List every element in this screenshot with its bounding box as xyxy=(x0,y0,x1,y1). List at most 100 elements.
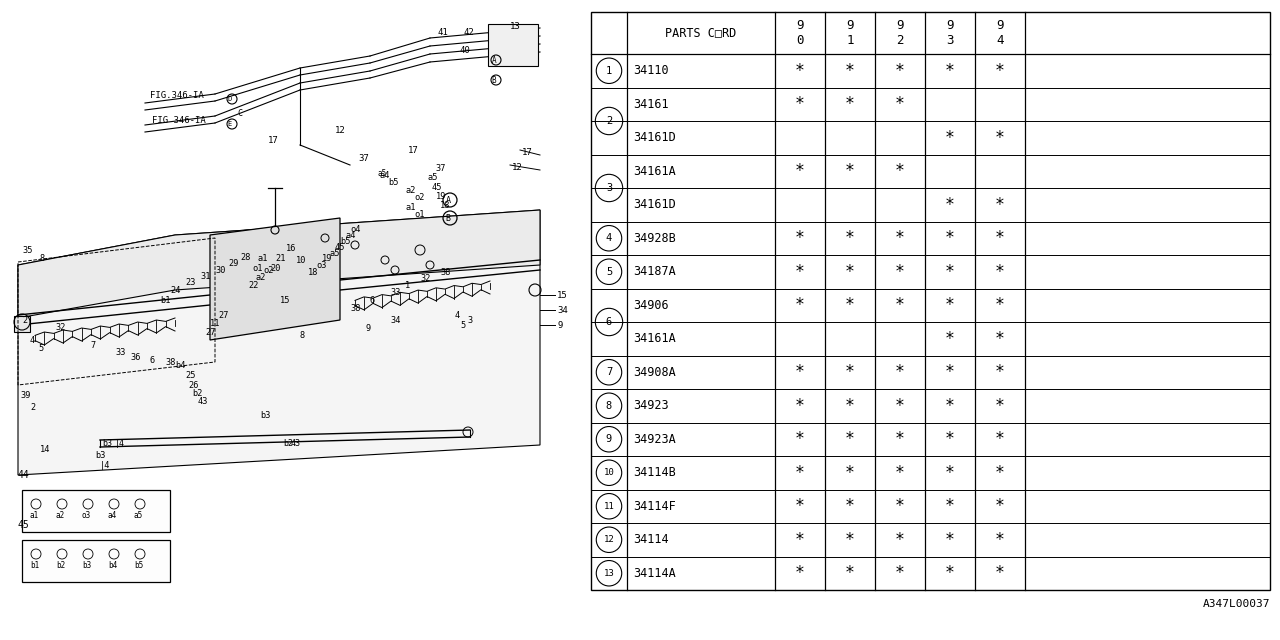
Bar xyxy=(591,12,1270,590)
Text: 28: 28 xyxy=(241,253,251,262)
Text: b5: b5 xyxy=(388,177,398,186)
Text: 34923A: 34923A xyxy=(634,433,676,445)
Text: *: * xyxy=(895,163,905,180)
Text: *: * xyxy=(845,430,855,448)
Text: |4: |4 xyxy=(100,461,110,470)
Text: 38: 38 xyxy=(440,268,451,276)
Text: 1: 1 xyxy=(605,66,612,76)
Text: 22: 22 xyxy=(248,280,259,289)
Text: a5: a5 xyxy=(330,248,340,257)
Text: *: * xyxy=(845,564,855,582)
Text: *: * xyxy=(895,497,905,515)
Text: 16: 16 xyxy=(285,243,297,253)
Text: 43: 43 xyxy=(291,438,301,447)
Text: b2: b2 xyxy=(192,390,202,399)
Text: A347L00037: A347L00037 xyxy=(1202,599,1270,609)
Text: D: D xyxy=(228,96,232,102)
Text: b3: b3 xyxy=(82,561,91,570)
Text: a5: a5 xyxy=(134,511,143,520)
Text: *: * xyxy=(895,95,905,113)
Text: *: * xyxy=(945,129,955,147)
Text: *: * xyxy=(995,531,1005,548)
Text: *: * xyxy=(895,464,905,482)
Text: 14: 14 xyxy=(40,445,50,454)
Text: 34114B: 34114B xyxy=(634,467,676,479)
Text: *: * xyxy=(795,263,805,281)
Text: 13: 13 xyxy=(604,569,614,578)
Text: 19: 19 xyxy=(323,253,333,262)
Text: b3: b3 xyxy=(260,410,270,419)
Text: *: * xyxy=(945,61,955,80)
Text: *: * xyxy=(795,95,805,113)
Text: *: * xyxy=(995,263,1005,281)
Text: FIG 346-IA: FIG 346-IA xyxy=(152,115,206,125)
Text: *: * xyxy=(945,497,955,515)
Text: 24: 24 xyxy=(170,285,180,294)
Text: 12: 12 xyxy=(335,125,346,134)
Text: 8: 8 xyxy=(40,253,45,262)
Text: 9
4: 9 4 xyxy=(996,19,1004,47)
Text: 39: 39 xyxy=(20,390,31,399)
Text: *: * xyxy=(995,564,1005,582)
Text: *: * xyxy=(945,330,955,348)
Bar xyxy=(22,540,170,582)
Text: 34161: 34161 xyxy=(634,98,668,111)
Text: 4: 4 xyxy=(454,310,461,319)
Text: a4: a4 xyxy=(346,230,356,239)
Text: 12: 12 xyxy=(512,163,522,172)
Text: o3: o3 xyxy=(82,511,91,520)
Text: 34: 34 xyxy=(390,316,401,324)
Text: a2: a2 xyxy=(56,511,65,520)
Text: o3: o3 xyxy=(316,260,326,269)
Text: *: * xyxy=(945,196,955,214)
Text: 34: 34 xyxy=(557,305,568,314)
Text: 8: 8 xyxy=(300,330,305,339)
Text: 45: 45 xyxy=(18,520,29,530)
Text: 11: 11 xyxy=(604,502,614,511)
Text: 9
1: 9 1 xyxy=(846,19,854,47)
Text: 11: 11 xyxy=(210,319,220,328)
Text: *: * xyxy=(995,61,1005,80)
Text: *: * xyxy=(945,397,955,415)
Text: B: B xyxy=(492,76,497,84)
Text: *: * xyxy=(995,296,1005,314)
Text: 34928B: 34928B xyxy=(634,232,676,244)
Text: 5: 5 xyxy=(460,321,465,330)
Text: 17: 17 xyxy=(408,145,419,154)
Text: a5: a5 xyxy=(378,168,388,177)
Text: *: * xyxy=(845,531,855,548)
Text: o1: o1 xyxy=(413,209,425,218)
Text: 25: 25 xyxy=(186,371,196,380)
Text: *: * xyxy=(995,397,1005,415)
Polygon shape xyxy=(210,218,340,340)
Text: 4: 4 xyxy=(29,335,36,344)
Text: *: * xyxy=(895,364,905,381)
Text: *: * xyxy=(945,229,955,247)
Text: b3: b3 xyxy=(102,440,113,449)
Text: 44: 44 xyxy=(18,470,29,480)
Text: 12: 12 xyxy=(604,535,614,544)
Text: 30: 30 xyxy=(215,266,225,275)
Text: *: * xyxy=(995,364,1005,381)
Text: 34161D: 34161D xyxy=(634,198,676,211)
Text: A: A xyxy=(492,56,497,65)
Text: *: * xyxy=(795,464,805,482)
Text: *: * xyxy=(895,397,905,415)
Text: 33: 33 xyxy=(390,287,401,296)
Text: *: * xyxy=(945,531,955,548)
Text: 31: 31 xyxy=(200,271,210,280)
Text: *: * xyxy=(895,229,905,247)
Text: *: * xyxy=(845,296,855,314)
Text: b5: b5 xyxy=(134,561,143,570)
Text: B: B xyxy=(445,214,451,223)
Text: 32: 32 xyxy=(55,323,65,332)
Text: 34161A: 34161A xyxy=(634,164,676,178)
Text: *: * xyxy=(895,296,905,314)
Text: 9
0: 9 0 xyxy=(796,19,804,47)
Text: *: * xyxy=(845,263,855,281)
Text: *: * xyxy=(945,464,955,482)
Text: 18: 18 xyxy=(308,268,319,276)
Text: 34114: 34114 xyxy=(634,533,668,547)
Text: 34906: 34906 xyxy=(634,299,668,312)
Text: *: * xyxy=(795,61,805,80)
